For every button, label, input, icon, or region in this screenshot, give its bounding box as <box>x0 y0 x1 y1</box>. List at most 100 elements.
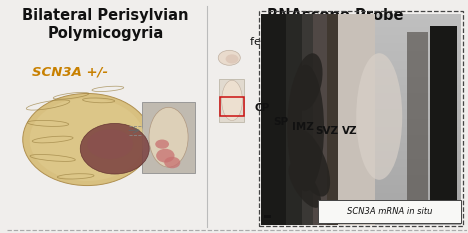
Bar <box>261 35 461 38</box>
Bar <box>261 64 461 67</box>
Ellipse shape <box>356 53 402 180</box>
Bar <box>261 148 461 151</box>
Bar <box>261 40 461 43</box>
Bar <box>261 106 461 109</box>
Bar <box>261 195 461 198</box>
Bar <box>261 127 461 130</box>
Bar <box>261 19 461 22</box>
Bar <box>261 140 461 143</box>
Bar <box>261 175 461 177</box>
Text: Bilateral Perisylvian
Polymicogyria: Bilateral Perisylvian Polymicogyria <box>22 8 189 41</box>
Bar <box>261 151 461 154</box>
Ellipse shape <box>288 163 321 208</box>
Bar <box>261 101 461 104</box>
Bar <box>261 58 461 62</box>
Bar <box>261 145 461 148</box>
Ellipse shape <box>293 53 322 111</box>
Bar <box>261 96 461 98</box>
Bar <box>261 161 461 164</box>
Bar <box>261 32 461 35</box>
Bar <box>430 26 457 213</box>
Ellipse shape <box>226 54 239 64</box>
Bar <box>261 88 461 90</box>
Bar <box>261 85 461 88</box>
Bar <box>142 102 195 173</box>
Bar <box>261 82 461 85</box>
Bar <box>261 98 461 101</box>
Bar <box>259 10 463 226</box>
Text: CP: CP <box>254 103 270 113</box>
Bar <box>261 14 461 17</box>
Bar <box>261 156 461 159</box>
Bar <box>219 79 244 122</box>
Text: SCN3A +/-: SCN3A +/- <box>32 66 108 79</box>
Bar <box>261 137 461 140</box>
Bar <box>261 206 461 209</box>
Bar <box>261 69 461 72</box>
Bar <box>338 14 374 225</box>
FancyBboxPatch shape <box>318 200 461 223</box>
Ellipse shape <box>164 157 180 168</box>
Bar <box>261 27 461 30</box>
Bar <box>261 164 461 167</box>
Ellipse shape <box>222 80 242 120</box>
Bar <box>261 169 461 172</box>
Ellipse shape <box>156 149 175 163</box>
Bar <box>261 17 461 19</box>
Bar <box>261 201 461 204</box>
Text: RNAscope Probe: RNAscope Probe <box>267 8 404 23</box>
Bar <box>261 209 461 212</box>
Bar <box>261 219 461 222</box>
Bar <box>261 48 461 51</box>
Bar <box>261 214 461 217</box>
Bar <box>219 97 244 116</box>
Bar <box>261 43 461 46</box>
Text: fetal cortex: fetal cortex <box>250 37 314 47</box>
Bar <box>261 56 461 59</box>
Bar <box>302 14 314 225</box>
Bar <box>261 53 461 56</box>
Bar <box>261 124 461 127</box>
Bar <box>261 182 461 185</box>
Bar <box>261 66 461 69</box>
Bar <box>261 159 461 161</box>
Bar <box>261 172 461 175</box>
Text: IMZ: IMZ <box>292 122 314 132</box>
Bar <box>261 116 461 119</box>
Ellipse shape <box>290 129 330 197</box>
Bar <box>261 14 286 225</box>
Text: SCN3A mRNA in situ: SCN3A mRNA in situ <box>347 207 432 216</box>
Bar <box>261 77 461 80</box>
Bar <box>261 167 461 169</box>
Bar <box>261 198 461 201</box>
Bar <box>261 14 461 225</box>
Bar <box>261 74 461 77</box>
Bar <box>261 119 461 122</box>
Bar <box>261 22 461 25</box>
Bar <box>261 188 461 190</box>
Ellipse shape <box>29 98 145 181</box>
Bar <box>261 130 461 133</box>
Bar <box>261 177 461 180</box>
Bar <box>261 211 461 214</box>
Bar <box>261 109 461 111</box>
Bar <box>261 180 461 183</box>
Ellipse shape <box>87 129 133 159</box>
Ellipse shape <box>149 107 188 167</box>
Bar <box>261 51 461 54</box>
Bar <box>261 103 461 106</box>
Bar <box>261 61 461 64</box>
Bar <box>286 14 302 225</box>
Bar <box>261 80 461 82</box>
Bar <box>261 122 461 125</box>
Bar <box>261 45 461 48</box>
Bar <box>314 14 327 225</box>
Bar <box>261 24 461 27</box>
Bar <box>261 132 461 135</box>
Ellipse shape <box>218 50 240 65</box>
Bar <box>264 215 271 218</box>
Ellipse shape <box>23 93 152 185</box>
Bar <box>261 135 461 138</box>
Bar <box>327 14 346 225</box>
Bar <box>261 222 461 225</box>
